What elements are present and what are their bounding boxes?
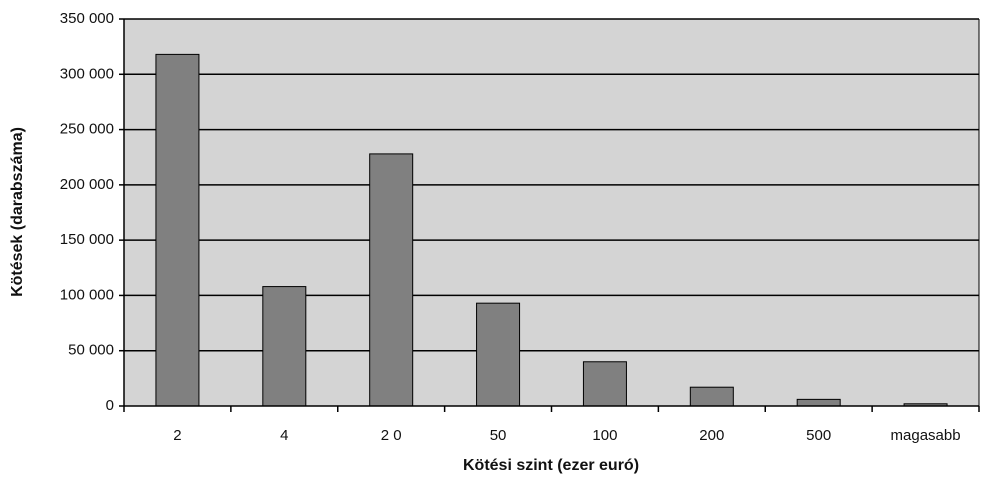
y-tick-label: 300 000 <box>60 65 114 82</box>
bar <box>689 386 734 407</box>
y-tick-label: 350 000 <box>60 10 114 27</box>
x-tick-label: 200 <box>699 427 724 444</box>
y-tick-label: 0 <box>106 397 114 414</box>
x-tick-label: 2 <box>173 427 181 444</box>
y-axis-title: Kötések (darabszáma) <box>9 127 26 297</box>
bar <box>796 398 841 407</box>
bar <box>476 302 521 407</box>
bar <box>369 153 414 407</box>
y-tick-label: 200 000 <box>60 176 114 193</box>
x-tick-label: 100 <box>592 427 617 444</box>
y-tick-label: 250 000 <box>60 121 114 138</box>
bar <box>582 361 627 407</box>
x-tick-label: magasabb <box>891 427 961 444</box>
bar <box>262 286 307 407</box>
y-tick-label: 50 000 <box>68 342 114 359</box>
y-tick-label: 150 000 <box>60 231 114 248</box>
plot-area <box>124 19 979 406</box>
bar <box>155 53 200 407</box>
x-tick-label: 2 0 <box>381 427 402 444</box>
x-tick-label: 500 <box>806 427 831 444</box>
x-tick-label: 4 <box>280 427 288 444</box>
x-axis-title: Kötési szint (ezer euró) <box>463 457 639 474</box>
x-tick-label: 50 <box>490 427 507 444</box>
y-tick-label: 100 000 <box>60 286 114 303</box>
